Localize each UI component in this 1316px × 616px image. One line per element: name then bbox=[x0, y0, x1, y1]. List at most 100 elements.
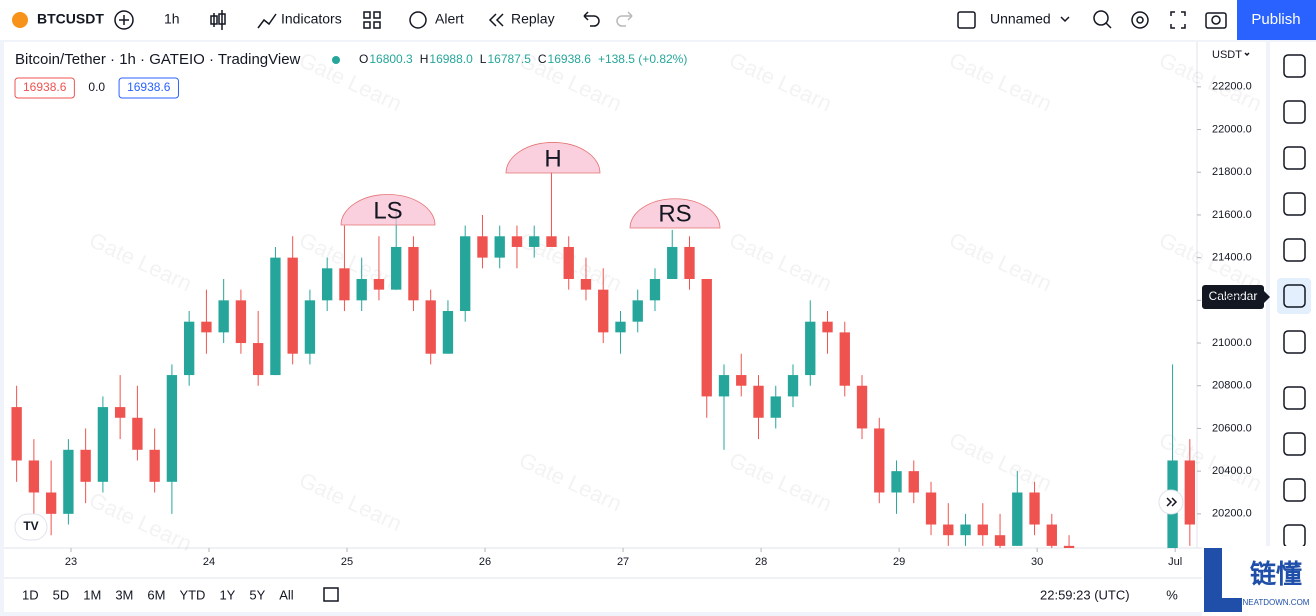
publish-button[interactable]: Publish bbox=[1251, 11, 1300, 28]
ohlc-key: O bbox=[359, 52, 368, 66]
candle-body bbox=[511, 236, 523, 247]
add-symbol[interactable] bbox=[114, 10, 134, 30]
top-toolbar bbox=[0, 0, 1316, 40]
candle-body bbox=[856, 385, 868, 429]
candle-body bbox=[753, 385, 764, 418]
ohlc-key: L bbox=[480, 52, 487, 66]
candle-body bbox=[994, 535, 1006, 546]
legend-title: Bitcoin/Tether · 1h · GATEIO · TradingVi… bbox=[15, 51, 301, 68]
candle-body bbox=[822, 321, 833, 333]
replay-icon bbox=[488, 13, 504, 27]
candle-body bbox=[925, 492, 937, 525]
sidebar-icon[interactable] bbox=[1283, 238, 1306, 262]
interval[interactable]: 1h bbox=[164, 11, 180, 27]
chart-type-icon[interactable] bbox=[210, 10, 226, 30]
candle-body bbox=[649, 278, 661, 301]
tooltip-arrow bbox=[1264, 291, 1270, 303]
sidebar-icon[interactable] bbox=[1283, 100, 1306, 124]
settings[interactable] bbox=[1131, 11, 1149, 29]
candle-body bbox=[960, 524, 971, 536]
sidebar-icon[interactable] bbox=[1283, 54, 1306, 78]
undo[interactable] bbox=[583, 11, 600, 27]
brand-logo bbox=[1204, 548, 1242, 612]
time-range[interactable]: 5Y bbox=[249, 587, 265, 602]
candle-body bbox=[1012, 492, 1023, 546]
publish-bg[interactable] bbox=[1237, 0, 1316, 40]
candle-body bbox=[684, 246, 695, 279]
time-range[interactable]: 1M bbox=[83, 587, 101, 602]
candle-body bbox=[391, 246, 402, 290]
symbol-icon bbox=[12, 12, 28, 28]
sidebar-icon[interactable] bbox=[1283, 478, 1306, 502]
candle-body bbox=[598, 289, 609, 333]
candle-body bbox=[787, 375, 799, 397]
ohlc-legend: O 16800.3 H 16988.0 L 16787.5 C 16938.6 +138.5 (… bbox=[359, 52, 687, 66]
clock: 22:59:23 (UTC) bbox=[1040, 587, 1130, 602]
candle-body bbox=[183, 321, 195, 376]
fullscreen[interactable] bbox=[1170, 11, 1186, 29]
time-range[interactable]: 1D bbox=[22, 587, 39, 602]
alert-button[interactable]: Alert bbox=[435, 11, 464, 27]
candle-body bbox=[494, 236, 505, 258]
time-ranges: 1D 5D 1M 3M 6M YTD 1Y 5Y All bbox=[22, 587, 294, 602]
x-tick-label: 26 bbox=[479, 556, 491, 568]
x-tick-label: Jul bbox=[1168, 556, 1182, 568]
layout-menu[interactable] bbox=[1060, 16, 1070, 23]
currency-menu[interactable] bbox=[1244, 52, 1250, 57]
candle-body bbox=[632, 300, 643, 322]
search[interactable] bbox=[1093, 10, 1109, 26]
candle-body bbox=[252, 343, 264, 376]
currency[interactable]: USDT bbox=[1212, 49, 1242, 61]
tv-logo[interactable] bbox=[14, 513, 48, 541]
replay-button[interactable]: Replay bbox=[511, 11, 555, 27]
layouts-icon[interactable] bbox=[363, 11, 381, 29]
brand-site: NEATDOWN.COM bbox=[1243, 598, 1310, 607]
time-range[interactable]: 5D bbox=[53, 587, 70, 602]
candle-body bbox=[201, 321, 212, 333]
candle-body bbox=[45, 492, 57, 514]
candle-body bbox=[442, 311, 454, 354]
time-range[interactable]: YTD bbox=[179, 587, 205, 602]
sidebar-icon[interactable] bbox=[1283, 192, 1306, 216]
price-boxes: 16938.6 0.0 16938.6 bbox=[14, 77, 179, 99]
candle-body bbox=[114, 407, 126, 418]
candle-body bbox=[701, 278, 712, 397]
symbol[interactable]: BTCUSDT bbox=[37, 11, 104, 27]
layout-name[interactable]: Unnamed bbox=[990, 11, 1051, 27]
ohlc-value: 16787.5 bbox=[487, 52, 531, 66]
scroll-right-icon bbox=[1166, 497, 1178, 507]
sidebar-icon[interactable] bbox=[1283, 432, 1306, 456]
candle-body bbox=[770, 396, 781, 418]
candle-body bbox=[718, 375, 730, 397]
candle-body bbox=[166, 375, 178, 482]
ohlc-key: C bbox=[538, 52, 547, 66]
y-tick-label: 20200.0 bbox=[1212, 508, 1252, 520]
candle-body bbox=[339, 268, 350, 301]
layout-checkbox[interactable] bbox=[957, 11, 976, 29]
goto-date[interactable] bbox=[323, 587, 339, 602]
time-range[interactable]: 3M bbox=[115, 587, 133, 602]
snapshot[interactable] bbox=[1205, 12, 1227, 29]
price-box bbox=[118, 77, 179, 99]
time-range[interactable]: All bbox=[279, 587, 294, 602]
x-tick-label: 30 bbox=[1031, 556, 1043, 568]
indicators-button[interactable]: Indicators bbox=[281, 11, 342, 27]
redo[interactable] bbox=[616, 11, 633, 27]
candle-body bbox=[460, 236, 471, 312]
time-range[interactable]: 1Y bbox=[219, 587, 235, 602]
y-tick-label: 21000.0 bbox=[1212, 337, 1252, 349]
candle-body bbox=[149, 449, 160, 482]
sidebar-icon[interactable] bbox=[1283, 146, 1306, 170]
tooltip-bg bbox=[1202, 285, 1264, 309]
sidebar-icon[interactable] bbox=[1283, 386, 1306, 410]
sidebar-icon[interactable] bbox=[1283, 284, 1306, 308]
percent-toggle[interactable]: % bbox=[1166, 587, 1178, 602]
y-tick-label: 20400.0 bbox=[1212, 465, 1252, 477]
ohlc-value: 16988.0 bbox=[429, 52, 473, 66]
sidebar-icon[interactable] bbox=[1283, 330, 1306, 354]
sidebar-icons bbox=[1277, 54, 1311, 548]
price-box-text: 16938.6 bbox=[23, 80, 67, 94]
time-range[interactable]: 6M bbox=[147, 587, 165, 602]
candle-body bbox=[322, 268, 333, 301]
